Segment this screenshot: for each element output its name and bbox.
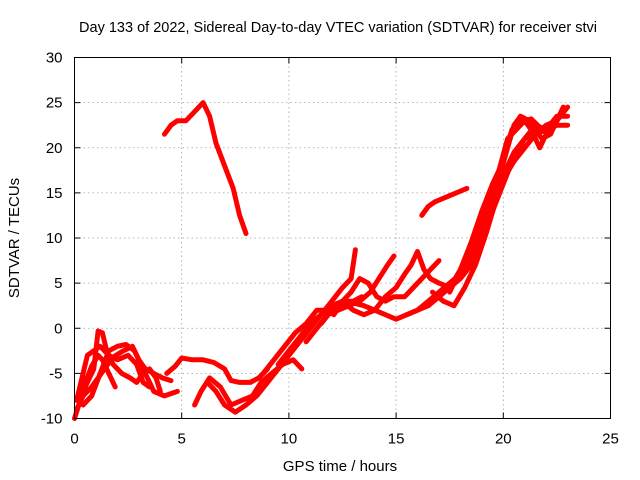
y-tick-label: -5	[49, 365, 62, 382]
x-tick-label: 20	[495, 431, 512, 448]
chart-title: Day 133 of 2022, Sidereal Day-to-day VTE…	[79, 20, 597, 36]
y-axis-title: SDTVAR / TECUs	[6, 178, 23, 298]
series-arc-6	[164, 355, 270, 385]
y-tick-label: 25	[46, 95, 63, 112]
series-arc-9	[260, 258, 442, 376]
axes: -10 -5 0 5 10 15 20 25 30 0 5 10 15 20 25	[41, 50, 619, 448]
series-arc-5	[80, 342, 180, 408]
y-tick-label: 20	[46, 140, 63, 157]
y-tick-label: -10	[41, 411, 63, 428]
y-tick-label: 0	[54, 320, 62, 337]
series-arc-18	[479, 116, 547, 223]
y-tick-label: 15	[46, 185, 63, 202]
series-arc-19	[162, 100, 249, 236]
series-arc-8	[204, 294, 365, 415]
x-tick-label: 10	[281, 431, 298, 448]
series-arc-3	[76, 328, 163, 399]
grid	[74, 57, 611, 419]
y-tick-label: 30	[46, 50, 63, 67]
y-tick-label: 10	[46, 230, 63, 247]
series-arc-17	[419, 185, 470, 218]
y-tick-label: 5	[54, 275, 62, 292]
series-arc-10	[275, 247, 358, 367]
series-arc-15	[430, 104, 571, 309]
series-group	[72, 100, 571, 421]
x-tick-label: 0	[70, 431, 78, 448]
x-tick-label: 5	[178, 431, 186, 448]
x-tick-label: 15	[388, 431, 405, 448]
x-axis-title: GPS time / hours	[283, 458, 397, 475]
x-tick-label: 25	[602, 431, 619, 448]
